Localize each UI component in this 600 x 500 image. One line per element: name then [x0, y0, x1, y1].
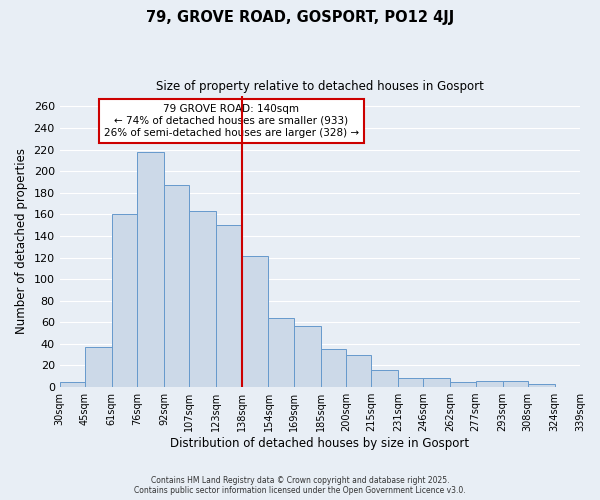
Text: 79, GROVE ROAD, GOSPORT, PO12 4JJ: 79, GROVE ROAD, GOSPORT, PO12 4JJ [146, 10, 454, 25]
Title: Size of property relative to detached houses in Gosport: Size of property relative to detached ho… [156, 80, 484, 93]
Text: Contains HM Land Registry data © Crown copyright and database right 2025.
Contai: Contains HM Land Registry data © Crown c… [134, 476, 466, 495]
Bar [503, 380, 528, 387]
Bar [164, 185, 190, 387]
Bar [112, 214, 137, 387]
Bar [451, 382, 476, 387]
Bar [528, 384, 555, 387]
Bar [294, 326, 320, 387]
Bar [242, 256, 268, 387]
X-axis label: Distribution of detached houses by size in Gosport: Distribution of detached houses by size … [170, 437, 469, 450]
Bar [320, 350, 346, 387]
Bar [424, 378, 451, 387]
Bar [476, 380, 503, 387]
Bar [268, 318, 294, 387]
Bar [371, 370, 398, 387]
Bar [85, 347, 112, 387]
Bar [216, 225, 242, 387]
Y-axis label: Number of detached properties: Number of detached properties [15, 148, 28, 334]
Bar [190, 211, 216, 387]
Text: 79 GROVE ROAD: 140sqm
← 74% of detached houses are smaller (933)
26% of semi-det: 79 GROVE ROAD: 140sqm ← 74% of detached … [104, 104, 359, 138]
Bar [59, 382, 85, 387]
Bar [346, 354, 371, 387]
Bar [137, 152, 164, 387]
Bar [398, 378, 424, 387]
